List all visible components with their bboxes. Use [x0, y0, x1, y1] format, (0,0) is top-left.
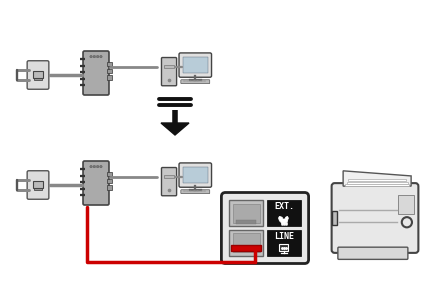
Bar	[232, 233, 260, 252]
FancyBboxPatch shape	[83, 161, 109, 205]
Circle shape	[90, 56, 92, 58]
FancyBboxPatch shape	[162, 58, 177, 86]
Circle shape	[93, 165, 96, 168]
Bar	[232, 204, 260, 223]
Bar	[34, 71, 42, 73]
Bar	[183, 57, 207, 73]
Bar	[229, 200, 263, 226]
Bar	[183, 167, 207, 183]
Bar	[34, 181, 42, 183]
Bar	[267, 200, 301, 226]
FancyBboxPatch shape	[162, 167, 177, 196]
FancyBboxPatch shape	[181, 190, 210, 194]
Bar	[164, 175, 174, 178]
Bar	[33, 181, 43, 188]
FancyBboxPatch shape	[83, 51, 109, 95]
Bar	[229, 230, 263, 256]
Bar	[34, 188, 42, 190]
Polygon shape	[348, 179, 406, 181]
Polygon shape	[161, 123, 189, 135]
FancyBboxPatch shape	[338, 247, 408, 260]
Polygon shape	[278, 216, 289, 224]
FancyBboxPatch shape	[179, 53, 212, 77]
Polygon shape	[345, 184, 409, 186]
Circle shape	[100, 56, 102, 58]
Bar	[108, 172, 112, 176]
Bar	[33, 71, 43, 77]
Bar	[164, 65, 174, 68]
Text: EXT.: EXT.	[274, 202, 294, 211]
Bar	[34, 77, 42, 80]
Circle shape	[100, 165, 102, 168]
Bar	[279, 244, 289, 250]
Circle shape	[96, 56, 99, 58]
Bar	[332, 211, 337, 225]
Polygon shape	[343, 171, 411, 186]
Bar	[236, 220, 256, 224]
FancyBboxPatch shape	[27, 61, 49, 89]
Circle shape	[93, 56, 96, 58]
Text: LINE: LINE	[274, 232, 294, 241]
Bar	[108, 62, 112, 66]
Polygon shape	[346, 182, 408, 184]
Circle shape	[90, 165, 92, 168]
Bar	[398, 195, 414, 214]
Bar	[108, 179, 112, 183]
FancyBboxPatch shape	[27, 171, 49, 199]
FancyBboxPatch shape	[332, 183, 418, 253]
Bar	[108, 185, 112, 190]
FancyBboxPatch shape	[221, 193, 309, 263]
Bar	[108, 69, 112, 73]
Bar	[108, 76, 112, 80]
FancyBboxPatch shape	[179, 163, 212, 187]
Circle shape	[96, 165, 99, 168]
Bar	[267, 230, 301, 256]
Bar	[231, 245, 261, 250]
FancyBboxPatch shape	[181, 80, 210, 84]
